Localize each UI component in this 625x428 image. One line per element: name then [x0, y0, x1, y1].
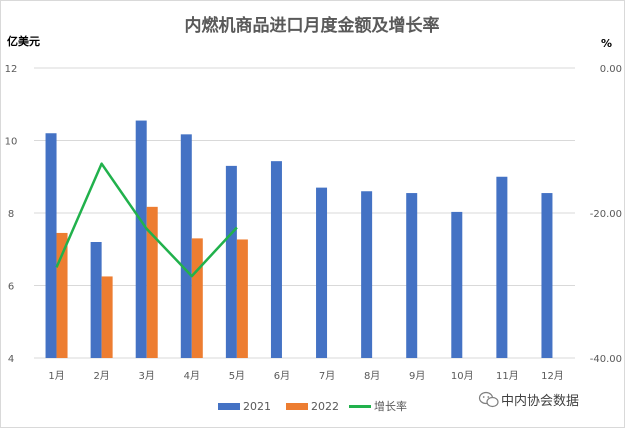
bar-2022 — [191, 238, 203, 358]
y-tick-label: 12 — [5, 64, 18, 75]
bar-2021 — [316, 187, 328, 358]
watermark: 中内协会数据 — [478, 391, 579, 409]
bar-2021 — [406, 193, 418, 358]
y-axis-label: 亿美元 — [7, 34, 40, 48]
chart-title: 内燃机商品进口月度金额及增长率 — [185, 15, 440, 36]
y2-tick-label: -40.00 — [590, 354, 622, 365]
legend-label: 增长率 — [374, 399, 407, 413]
y-tick-label: 6 — [8, 282, 14, 293]
bar-2021 — [541, 193, 553, 358]
y-tick-label: 4 — [8, 354, 14, 365]
watermark-text: 中内协会数据 — [501, 393, 579, 409]
x-tick-label: 4月 — [184, 370, 200, 382]
legend: 2021 2022 增长率 — [218, 399, 407, 413]
legend-label: 2021 — [243, 400, 271, 413]
bar-2021 — [270, 161, 282, 358]
y2-tick-label: 0.00 — [600, 64, 622, 75]
x-axis-ticks: 1月 2月 3月 4月 5月 6月 7月 8月 9月 10月 11月 12月 — [48, 370, 563, 382]
bar-2021 — [451, 211, 463, 358]
x-tick-label: 9月 — [409, 370, 425, 382]
bar-2022 — [146, 206, 158, 358]
wechat-icon — [478, 391, 499, 408]
bar-2021 — [90, 242, 102, 358]
y-tick-label: 10 — [5, 137, 18, 148]
bar-2021 — [180, 134, 192, 358]
x-tick-label: 8月 — [364, 370, 380, 382]
bars — [45, 120, 553, 358]
x-tick-label: 6月 — [274, 370, 290, 382]
x-tick-label: 5月 — [229, 370, 245, 382]
y2-axis-ticks: -40.00 -20.00 0.00 — [590, 64, 622, 365]
bar-2021 — [496, 176, 508, 358]
y-tick-label: 8 — [8, 209, 14, 220]
legend-swatch — [218, 403, 240, 410]
bar-2022 — [236, 239, 248, 358]
x-tick-label: 7月 — [319, 370, 335, 382]
x-tick-label: 11月 — [496, 370, 519, 382]
bar-2021 — [361, 191, 373, 358]
bar-2021 — [135, 120, 147, 358]
x-tick-label: 2月 — [93, 370, 109, 382]
y2-tick-label: -20.00 — [590, 209, 622, 220]
y2-axis-label: % — [601, 37, 612, 50]
gridlines — [34, 67, 575, 359]
legend-label: 2022 — [311, 400, 339, 413]
growth-line — [55, 162, 238, 278]
bar-2022 — [101, 276, 113, 358]
x-tick-label: 12月 — [541, 370, 564, 382]
x-tick-label: 1月 — [48, 370, 64, 382]
bar-2021 — [225, 165, 237, 358]
y-axis-ticks: 4 6 8 10 12 — [5, 64, 18, 365]
bar-2022 — [56, 232, 68, 358]
legend-swatch — [286, 403, 308, 410]
series-line — [55, 162, 238, 278]
x-tick-label: 10月 — [451, 370, 474, 382]
bar-2021 — [45, 133, 57, 358]
x-tick-label: 3月 — [139, 370, 155, 382]
